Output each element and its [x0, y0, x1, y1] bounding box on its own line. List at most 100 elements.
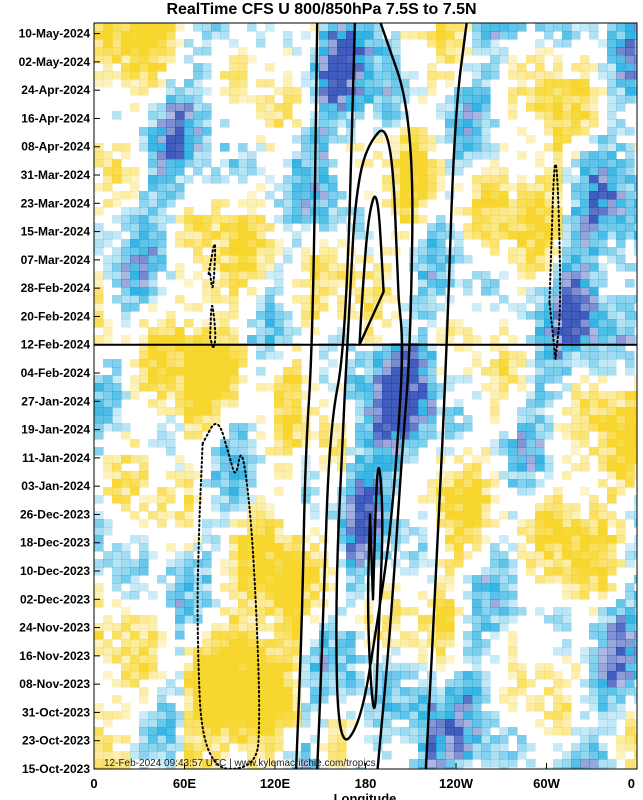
heatmap-cell — [418, 271, 428, 280]
heatmap-cell — [409, 159, 419, 168]
heatmap-cell — [328, 135, 338, 144]
heatmap-cell — [319, 279, 329, 288]
heatmap-cell — [445, 503, 455, 512]
heatmap-cell — [409, 423, 419, 432]
heatmap-cell — [184, 503, 194, 512]
heatmap-cell — [463, 511, 473, 520]
heatmap-cell — [427, 743, 437, 752]
heatmap-cell — [580, 647, 590, 656]
heatmap-cell — [445, 335, 455, 344]
heatmap-cell — [202, 423, 212, 432]
heatmap-cell — [535, 671, 545, 680]
heatmap-cell — [400, 527, 410, 536]
heatmap-cell — [382, 631, 392, 640]
heatmap-cell — [445, 431, 455, 440]
heatmap-cell — [616, 31, 626, 40]
heatmap-cell — [211, 335, 221, 344]
heatmap-cell — [148, 367, 158, 376]
heatmap-cell — [139, 127, 149, 136]
heatmap-cell — [265, 527, 275, 536]
heatmap-cell — [598, 551, 608, 560]
heatmap-cell — [193, 111, 203, 120]
heatmap-cell — [211, 359, 221, 368]
heatmap-cell — [283, 175, 293, 184]
heatmap-cell — [544, 71, 554, 80]
heatmap-cell — [625, 23, 635, 32]
heatmap-cell — [265, 743, 275, 752]
heatmap-cell — [526, 271, 536, 280]
heatmap-cell — [607, 703, 617, 712]
heatmap-cell — [283, 567, 293, 576]
heatmap-cell — [166, 487, 176, 496]
heatmap-cell — [130, 639, 140, 648]
heatmap-cell — [418, 767, 428, 769]
heatmap-cell — [517, 431, 527, 440]
heatmap-cell — [148, 231, 158, 240]
heatmap-cell — [247, 159, 257, 168]
heatmap-cell — [139, 295, 149, 304]
heatmap-cell — [571, 319, 581, 328]
heatmap-cell — [391, 439, 401, 448]
heatmap-cell — [571, 383, 581, 392]
heatmap-cell — [445, 487, 455, 496]
heatmap-cell — [526, 311, 536, 320]
heatmap-cell — [481, 591, 491, 600]
heatmap-cell — [301, 207, 311, 216]
heatmap-cell — [391, 671, 401, 680]
heatmap-cell — [292, 119, 302, 128]
heatmap-cell — [202, 327, 212, 336]
heatmap-cell — [337, 279, 347, 288]
heatmap-cell — [112, 375, 122, 384]
heatmap-cell — [454, 711, 464, 720]
heatmap-cell — [202, 63, 212, 72]
heatmap-cell — [301, 303, 311, 312]
heatmap-cell — [157, 759, 167, 768]
heatmap-cell — [463, 111, 473, 120]
heatmap-cell — [634, 447, 637, 456]
heatmap-cell — [634, 535, 637, 544]
heatmap-cell — [472, 335, 482, 344]
heatmap-cell — [238, 695, 248, 704]
heatmap-cell — [454, 559, 464, 568]
heatmap-cell — [193, 151, 203, 160]
heatmap-cell — [256, 527, 266, 536]
heatmap-cell — [400, 231, 410, 240]
heatmap-cell — [157, 495, 167, 504]
heatmap-cell — [175, 687, 185, 696]
heatmap-cell — [472, 583, 482, 592]
heatmap-cell — [94, 143, 104, 152]
heatmap-cell — [319, 263, 329, 272]
heatmap-cell — [508, 63, 518, 72]
heatmap-cell — [220, 471, 230, 480]
heatmap-cell — [391, 431, 401, 440]
heatmap-cell — [148, 383, 158, 392]
heatmap-cell — [598, 711, 608, 720]
heatmap-cell — [373, 359, 383, 368]
heatmap-cell — [499, 767, 509, 769]
heatmap-cell — [265, 567, 275, 576]
heatmap-cell — [571, 311, 581, 320]
heatmap-cell — [409, 167, 419, 176]
heatmap-cell — [427, 431, 437, 440]
heatmap-cell — [553, 647, 563, 656]
heatmap-cell — [220, 351, 230, 360]
heatmap-cell — [139, 263, 149, 272]
heatmap-cell — [382, 487, 392, 496]
heatmap-cell — [436, 687, 446, 696]
heatmap-cell — [580, 207, 590, 216]
heatmap-cell — [472, 79, 482, 88]
heatmap-cell — [283, 87, 293, 96]
heatmap-cell — [580, 303, 590, 312]
heatmap-cell — [256, 751, 266, 760]
heatmap-cell — [373, 519, 383, 528]
heatmap-cell — [526, 463, 536, 472]
heatmap-cell — [427, 703, 437, 712]
heatmap-cell — [562, 239, 572, 248]
heatmap-cell — [112, 263, 122, 272]
heatmap-cell — [148, 711, 158, 720]
heatmap-cell — [382, 63, 392, 72]
heatmap-cell — [490, 343, 500, 352]
heatmap-cell — [535, 607, 545, 616]
heatmap-cell — [553, 351, 563, 360]
heatmap-cell — [337, 639, 347, 648]
